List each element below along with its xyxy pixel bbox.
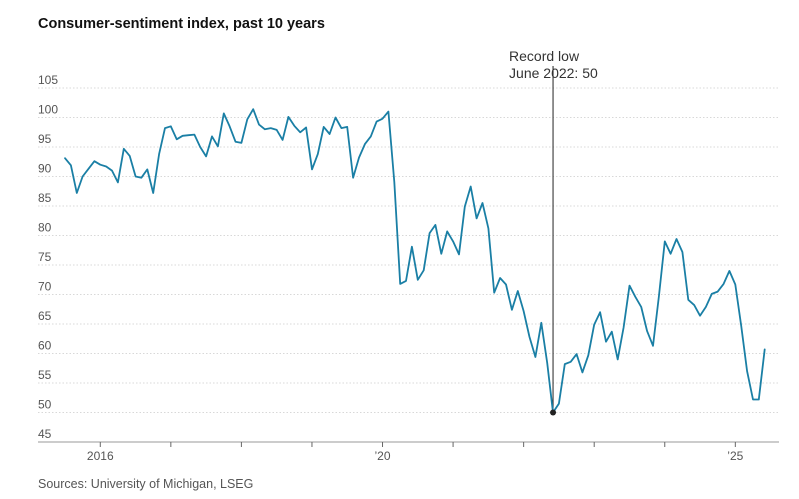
y-tick-label: 105 [38,73,58,87]
annotation-line1: Record low [509,48,580,64]
y-tick-label: 95 [38,132,52,146]
y-tick-label: 75 [38,250,52,264]
gridlines [38,87,779,443]
x-tick-label: ’25 [727,449,743,463]
y-tick-label: 85 [38,191,52,205]
x-tick-label: ’20 [375,449,391,463]
record-low-point [550,409,557,416]
y-tick-label: 60 [38,339,52,353]
y-tick-label: 100 [38,103,58,117]
x-tick-label: 2016 [87,449,114,463]
annotation-line2: June 2022: 50 [509,65,598,81]
y-tick-label: 90 [38,162,52,176]
y-axis: 45 50 55 60 65 70 75 80 85 90 95 100 105 [38,73,58,441]
chart-title: Consumer-sentiment index, past 10 years [38,16,325,32]
chart-source: Sources: University of Michigan, LSEG [38,477,254,491]
series-line-0 [64,108,766,414]
y-tick-label: 55 [38,368,52,382]
y-tick-label: 50 [38,398,52,412]
y-tick-label: 45 [38,427,52,441]
y-tick-label: 65 [38,309,52,323]
y-tick-label: 80 [38,221,52,235]
series [64,108,766,416]
y-tick-label: 70 [38,280,52,294]
x-axis: 2016 ’20 ’25 [87,442,744,463]
